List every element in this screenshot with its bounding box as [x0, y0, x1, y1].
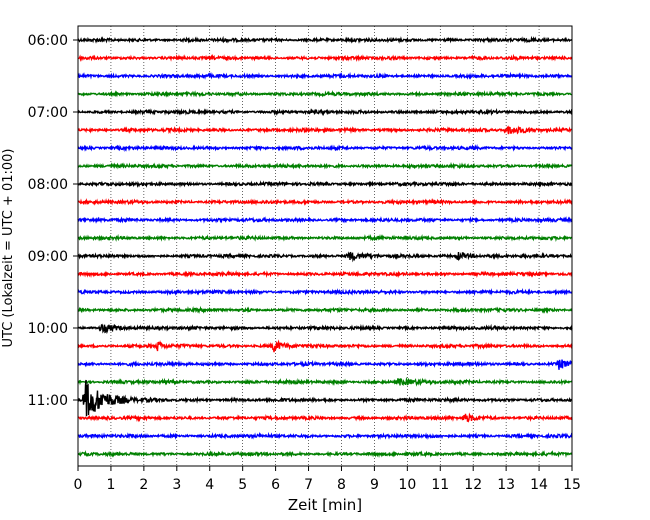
y-tick-label: 07:00 [28, 105, 68, 121]
seismic-trace [77, 251, 573, 263]
seismic-trace [77, 412, 573, 423]
seismic-trace [77, 143, 573, 153]
seismic-trace [77, 233, 573, 242]
seismic-traces [77, 35, 573, 459]
seismic-trace [77, 288, 573, 297]
x-tick-label: 11 [431, 477, 449, 493]
seismic-trace [77, 376, 573, 387]
y-tick-label: 06:00 [28, 33, 68, 49]
seismic-trace [77, 197, 573, 207]
seismic-trace [77, 161, 573, 170]
seismic-trace [78, 305, 573, 314]
y-axis-label: UTC (Lokalzeit = UTC + 01:00) [1, 149, 16, 348]
x-tick-label: 4 [205, 477, 214, 493]
seismic-trace [77, 339, 573, 353]
seismic-trace [77, 379, 573, 417]
x-tick-label: 8 [337, 477, 346, 493]
x-tick-label: 2 [139, 477, 148, 493]
grid-lines [110, 26, 540, 466]
y-tick-label: 11:00 [28, 393, 68, 409]
x-tick-label: 13 [497, 477, 515, 493]
x-tick-label: 5 [238, 477, 247, 493]
seismic-trace [77, 216, 573, 224]
seismic-trace [77, 89, 573, 98]
seismic-trace [77, 108, 573, 117]
x-tick-label: 9 [370, 477, 379, 493]
seismic-trace [77, 35, 573, 44]
y-tick-label: 08:00 [28, 177, 68, 193]
x-tick-label: 14 [530, 477, 548, 493]
y-axis-ticks: 06:00 07:00 08:00 09:00 10:00 11:00 [28, 33, 78, 409]
seismic-trace [77, 125, 573, 135]
x-axis-label: Zeit [min] [288, 496, 362, 514]
seismic-trace [77, 53, 573, 62]
x-tick-label: 10 [398, 477, 416, 493]
plot-frame [77, 25, 573, 467]
x-tick-label: 1 [106, 477, 115, 493]
x-tick-label: 3 [172, 477, 181, 493]
seismic-trace [77, 359, 573, 370]
seismic-trace [77, 449, 573, 459]
seismic-trace [77, 71, 573, 80]
x-tick-label: 0 [74, 477, 83, 493]
x-tick-label: 6 [271, 477, 280, 493]
x-axis-ticks: 0 1 2 3 4 5 6 7 8 9 10 11 12 13 14 15 [74, 466, 581, 493]
x-tick-label: 7 [304, 477, 313, 493]
seismic-trace [77, 431, 573, 440]
x-tick-label: 15 [563, 477, 581, 493]
y-tick-label: 09:00 [28, 249, 68, 265]
x-tick-label: 12 [464, 477, 482, 493]
seismic-trace [77, 270, 573, 279]
seismic-trace [77, 180, 573, 189]
seismic-trace [77, 323, 573, 335]
y-tick-label: 10:00 [28, 321, 68, 337]
